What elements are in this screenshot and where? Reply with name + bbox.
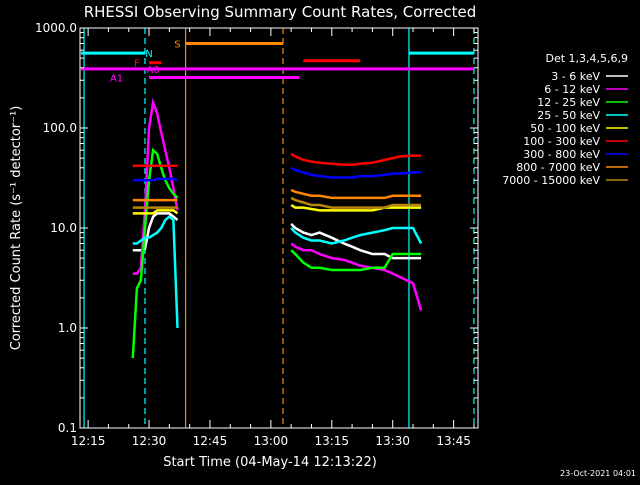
series-line <box>290 223 422 260</box>
x-tick-label: 12:45 <box>193 434 228 448</box>
legend-label: 800 - 7000 keV <box>516 161 600 174</box>
series-line <box>290 196 422 209</box>
flag-label: S <box>174 39 180 50</box>
chart-title: RHESSI Observing Summary Count Rates, Co… <box>84 3 477 21</box>
series-line <box>290 249 422 272</box>
flag-label: A0 <box>147 65 160 76</box>
series-line <box>132 212 179 252</box>
series-line <box>132 214 179 329</box>
y-tick-label: 10.0 <box>50 221 77 235</box>
series-line <box>132 177 178 182</box>
legend-label: 300 - 800 keV <box>523 148 600 161</box>
legend-label: 3 - 6 keV <box>551 70 600 83</box>
series-line <box>290 188 422 200</box>
legend-label: 6 - 12 keV <box>544 83 600 96</box>
x-tick-label: 13:15 <box>314 434 349 448</box>
x-tick-label: 12:30 <box>132 434 167 448</box>
series-line <box>132 209 179 215</box>
x-tick-label: 12:15 <box>71 434 106 448</box>
x-tick-label: 13:45 <box>436 434 471 448</box>
y-tick-label: 1000.0 <box>35 21 77 35</box>
y-axis-label: Corrected Count Rate (s⁻¹ detector⁻¹) <box>9 106 24 351</box>
flag-label: N <box>145 49 152 60</box>
legend-label: 12 - 25 keV <box>537 96 600 109</box>
x-tick-label: 13:00 <box>254 434 289 448</box>
series-line <box>290 242 423 311</box>
series-line <box>290 166 422 179</box>
x-tick-label: 13:30 <box>375 434 410 448</box>
y-tick-label: 1.0 <box>58 321 77 335</box>
legend-label: 50 - 100 keV <box>530 122 600 135</box>
series-line <box>131 147 179 359</box>
x-axis-label: Start Time (04-May-14 12:13:22) <box>163 455 377 470</box>
timestamp: 23-Oct-2021 04:01 <box>560 469 636 478</box>
flag-label: A1 <box>110 73 123 84</box>
plot-frame <box>79 27 479 429</box>
series-line <box>132 97 179 275</box>
series-line <box>290 226 423 245</box>
series-line <box>290 203 422 212</box>
legend-label: 100 - 300 keV <box>523 135 600 148</box>
y-tick-label: 0.1 <box>58 421 77 435</box>
flag-label: F <box>134 59 140 70</box>
series-line <box>290 152 422 166</box>
y-tick-label: 100.0 <box>43 121 77 135</box>
legend-label: 25 - 50 keV <box>537 109 600 122</box>
legend-label: 7000 - 15000 keV <box>502 174 600 187</box>
legend-title: Det 1,3,4,5,6,9 <box>545 52 628 65</box>
